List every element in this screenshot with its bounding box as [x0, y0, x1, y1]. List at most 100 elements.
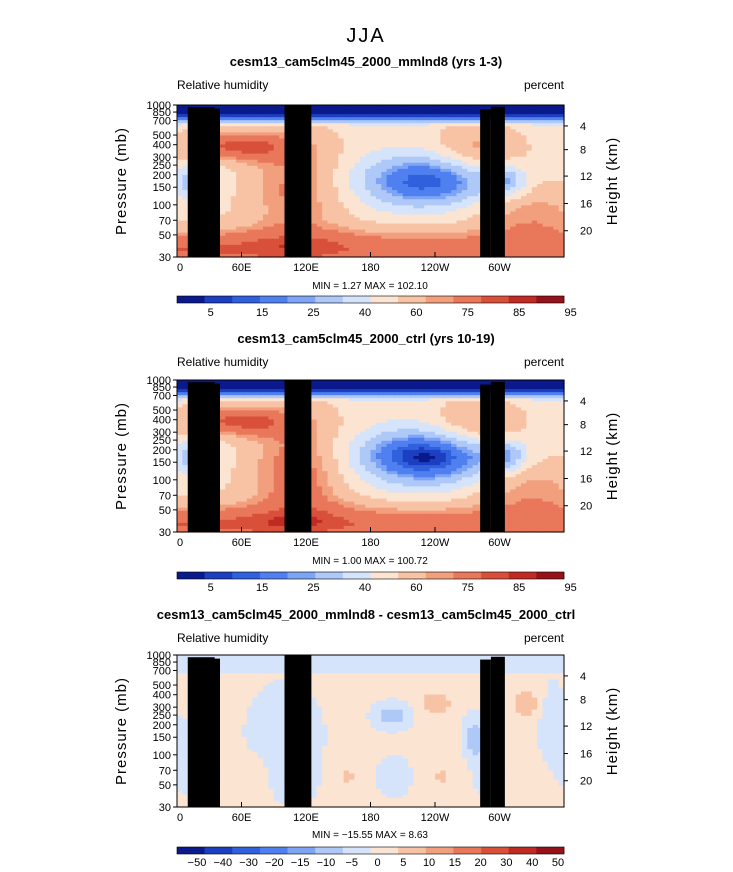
heatmap-cell — [327, 153, 334, 158]
heatmap-cell — [365, 181, 372, 185]
heatmap-cell — [504, 250, 511, 255]
heatmap-cell — [553, 120, 560, 124]
heatmap-cell — [451, 232, 458, 237]
heatmap-cell — [515, 114, 522, 118]
heatmap-cell — [553, 147, 560, 152]
heatmap-cell — [236, 184, 243, 188]
heatmap-cell — [542, 229, 549, 234]
heatmap-cell — [521, 214, 527, 219]
heatmap-cell — [558, 190, 565, 194]
heatmap-cell — [268, 244, 275, 249]
heatmap-cell — [375, 132, 382, 136]
heatmap-cell — [252, 174, 259, 179]
heatmap-cell — [467, 120, 474, 124]
heatmap-cell — [257, 135, 264, 140]
heatmap-cell — [392, 177, 398, 182]
heatmap-cell — [182, 253, 189, 258]
heatmap-cell — [236, 193, 243, 197]
heatmap-cell — [365, 214, 372, 219]
heatmap-cell — [504, 129, 511, 133]
heatmap-cell — [542, 108, 549, 112]
heatmap-cell — [397, 138, 404, 143]
heatmap-cell — [257, 129, 264, 133]
colorbar-label: 60 — [410, 307, 422, 319]
heatmap-cell — [381, 123, 388, 127]
heatmap-cell — [354, 247, 361, 252]
heatmap-cell — [279, 138, 286, 143]
heatmap-cell — [182, 153, 189, 158]
heatmap-cell — [504, 190, 511, 194]
heatmap-cell — [445, 223, 452, 228]
heatmap-cell — [279, 244, 286, 249]
heatmap-cell — [515, 120, 522, 124]
heatmap-cell — [381, 117, 388, 121]
heatmap-cell — [365, 229, 372, 234]
heatmap-cell — [268, 196, 275, 200]
heatmap-cell — [537, 141, 544, 146]
heatmap-cell — [537, 126, 544, 130]
heatmap-cell — [230, 159, 237, 164]
heatmap-cell — [386, 217, 393, 222]
heatmap-cell — [177, 177, 183, 182]
heatmap-cell — [354, 208, 361, 212]
heatmap-cell — [451, 111, 458, 115]
heatmap-cell — [311, 214, 318, 219]
heatmap-cell — [402, 229, 409, 234]
heatmap-cell — [246, 135, 253, 140]
heatmap-cell — [381, 129, 388, 133]
heatmap-cell — [510, 159, 517, 164]
heatmap-cell — [263, 235, 269, 240]
heatmap-cell — [386, 171, 393, 176]
heatmap-cell — [467, 129, 474, 133]
heatmap-cell — [343, 229, 350, 234]
heatmap-cell — [515, 147, 522, 152]
heatmap-cell — [542, 211, 549, 216]
heatmap-cell — [461, 108, 468, 112]
heatmap-cell — [510, 217, 517, 222]
heatmap-cell — [445, 229, 452, 234]
heatmap-cell — [429, 211, 436, 216]
heatmap-cell — [553, 211, 560, 216]
heatmap-cell — [263, 223, 269, 228]
heatmap-cell — [424, 196, 431, 200]
heatmap-cell — [386, 177, 393, 182]
heatmap-cell — [241, 150, 248, 155]
heatmap-cell — [418, 193, 425, 197]
heatmap-cell — [327, 150, 334, 155]
heatmap-cell — [177, 141, 183, 146]
heatmap-cell — [230, 235, 237, 240]
heatmap-cell — [504, 117, 511, 121]
heatmap-cell — [472, 184, 479, 188]
heatmap-cell — [435, 150, 441, 155]
heatmap-cell — [515, 162, 522, 167]
heatmap-cell — [547, 132, 554, 136]
heatmap-cell — [370, 220, 377, 225]
heatmap-cell — [252, 135, 259, 140]
heatmap-cell — [375, 217, 382, 222]
heatmap-cell — [241, 247, 248, 252]
heatmap-cell — [467, 380, 474, 384]
heatmap-cell — [263, 226, 269, 231]
heatmap-cell — [558, 208, 565, 212]
heatmap-cell — [354, 380, 361, 384]
heatmap-cell — [327, 120, 334, 124]
heatmap-cell — [456, 217, 463, 222]
heatmap-cell — [365, 120, 372, 124]
heatmap-cell — [311, 208, 318, 212]
heatmap-cell — [467, 241, 474, 246]
heatmap-cell — [316, 217, 323, 222]
heatmap-cell — [424, 165, 431, 170]
heatmap-cell — [451, 123, 458, 127]
heatmap-cell — [322, 202, 329, 206]
heatmap-cell — [472, 205, 479, 209]
heatmap-cell — [504, 120, 511, 124]
heatmap-cell — [230, 211, 237, 216]
heatmap-cell — [435, 147, 441, 152]
heatmap-cell — [547, 162, 554, 167]
heatmap-cell — [440, 135, 447, 140]
heatmap-cell — [413, 244, 420, 249]
heatmap-cell — [177, 223, 183, 228]
heatmap-cell — [327, 250, 334, 255]
heatmap-cell — [246, 202, 253, 206]
heatmap-cell — [370, 229, 377, 234]
